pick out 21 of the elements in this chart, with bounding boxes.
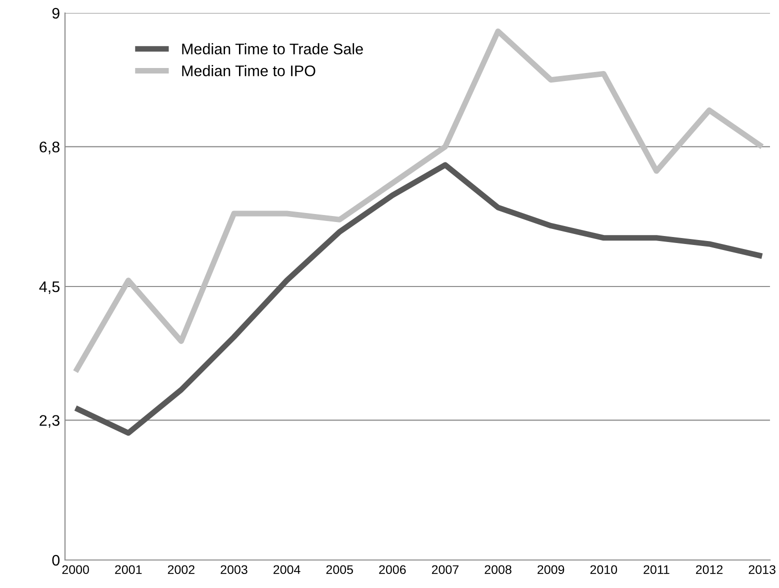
- x-tick-label: 2012: [696, 565, 723, 574]
- x-tick-label: 2007: [432, 565, 458, 574]
- x-tick-label: 2013: [748, 565, 776, 574]
- x-tick-label: 2009: [538, 565, 564, 574]
- y-tick-label: 9: [52, 8, 60, 19]
- x-tick-label: 2004: [274, 565, 300, 574]
- x-tick-label: 2003: [220, 565, 248, 574]
- x-tick-label: 2001: [115, 565, 142, 574]
- y-tick-label: 4,5: [39, 282, 60, 294]
- y-tick-label: 2,3: [40, 415, 60, 428]
- y-tick-label: 0: [52, 554, 60, 566]
- x-tick-label: 2008: [484, 565, 512, 574]
- x-tick-label: 2010: [590, 565, 618, 574]
- x-tick-label: 2005: [326, 565, 353, 574]
- legend-label: Median Time to Trade Sale: [182, 43, 363, 54]
- legend-label: Median Time to IPO: [182, 65, 316, 76]
- x-tick-label: 2000: [62, 565, 89, 574]
- x-tick-label: 2006: [379, 565, 406, 574]
- y-tick-label: 6,8: [40, 142, 60, 154]
- x-tick-label: 2011: [644, 565, 670, 574]
- x-tick-label: 2002: [168, 565, 194, 574]
